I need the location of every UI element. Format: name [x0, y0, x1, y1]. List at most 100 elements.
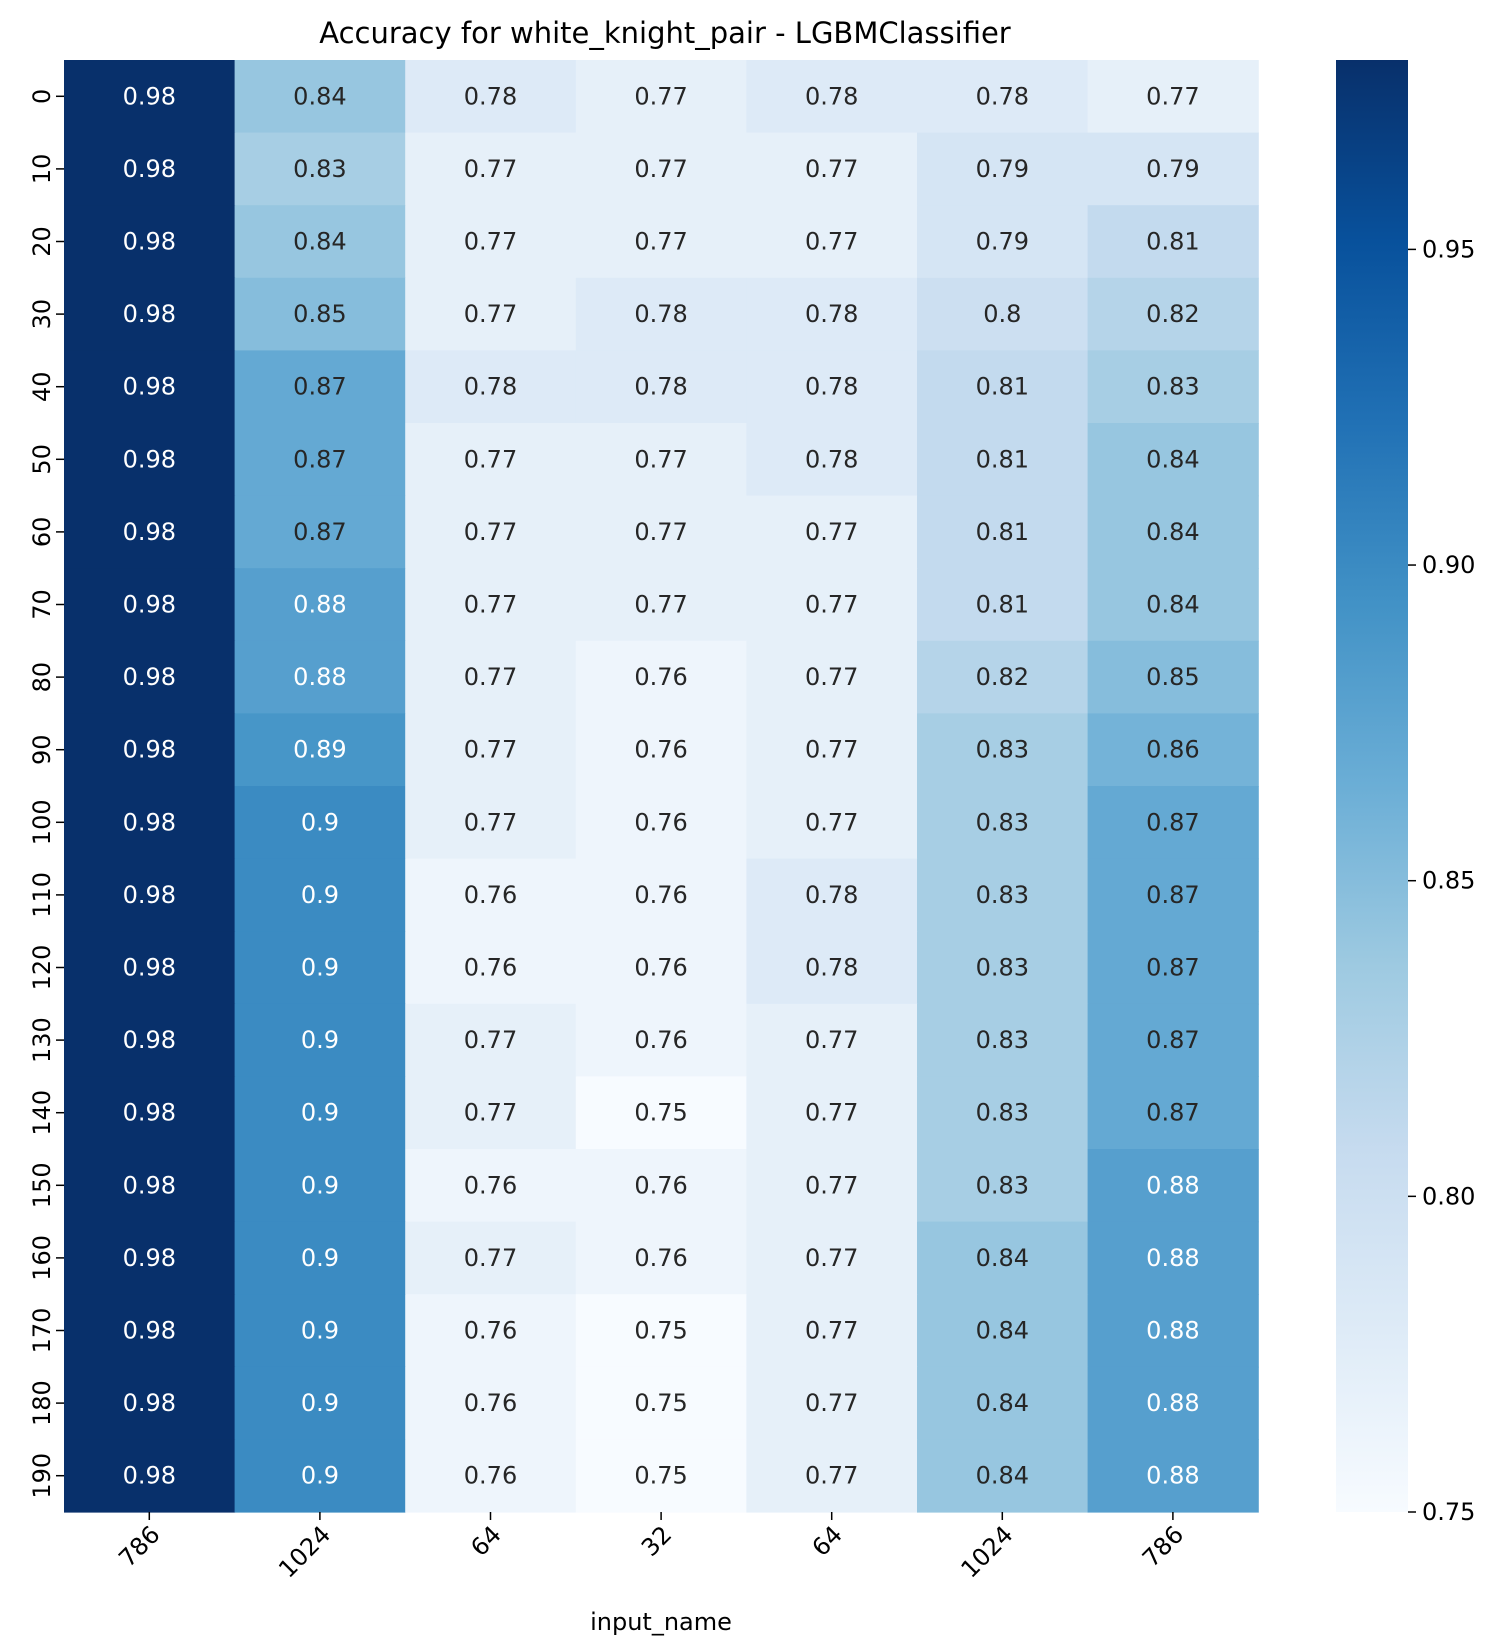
heatmap-cell [64, 640, 236, 714]
cell-value-label: 0.98 [123, 1026, 176, 1054]
cell-value-label: 0.84 [293, 228, 346, 256]
cell-value-label: 0.9 [301, 1317, 339, 1345]
heatmap-cell [746, 713, 918, 787]
heatmap-cell [575, 931, 747, 1005]
cell-value-label: 0.87 [1146, 1026, 1199, 1054]
cell-value-label: 0.75 [634, 1099, 687, 1127]
cell-value-label: 0.81 [976, 591, 1029, 619]
cell-value-label: 0.77 [805, 1099, 858, 1127]
cell-value-label: 0.98 [123, 155, 176, 183]
heatmap-cell [917, 1439, 1089, 1513]
cell-value-label: 0.98 [123, 1462, 176, 1490]
heatmap-cell [234, 931, 406, 1005]
colorbar-tick-label: 0.80 [1422, 1182, 1475, 1210]
heatmap-cell [575, 1076, 747, 1150]
cell-value-label: 0.82 [976, 663, 1029, 691]
x-tick-label: 32 [636, 1520, 677, 1561]
colorbar-ticks: 0.75 0.80 0.85 0.90 0.95 [1408, 235, 1475, 1526]
cell-value-label: 0.98 [123, 445, 176, 473]
heatmap-cell [234, 1366, 406, 1440]
cell-value-label: 0.9 [301, 1026, 339, 1054]
heatmap-cell [575, 205, 747, 279]
cell-value-label: 0.81 [976, 445, 1029, 473]
cell-value-label: 0.77 [634, 445, 687, 473]
cell-value-label: 0.77 [464, 736, 517, 764]
heatmap-cell [405, 132, 577, 206]
heatmap-cell [917, 1294, 1089, 1368]
cell-value-label: 0.9 [301, 1462, 339, 1490]
cell-value-label: 0.98 [123, 591, 176, 619]
heatmap-cell [917, 786, 1089, 860]
cell-value-label: 0.83 [1146, 373, 1199, 401]
heatmap-cell [405, 1439, 577, 1513]
cell-value-label: 0.9 [301, 1244, 339, 1272]
cell-value-label: 0.77 [464, 228, 517, 256]
cell-value-label: 0.75 [634, 1389, 687, 1417]
heatmap-cell [405, 786, 577, 860]
heatmap-cell [1087, 1294, 1259, 1368]
cell-value-label: 0.78 [634, 300, 687, 328]
cell-value-label: 0.87 [293, 445, 346, 473]
y-tick-label: 190 [28, 1453, 56, 1499]
cell-value-label: 0.84 [976, 1317, 1029, 1345]
heatmap-cell [575, 568, 747, 642]
heatmap-cell [1087, 931, 1259, 1005]
cell-value-label: 0.88 [1146, 1171, 1199, 1199]
y-tick-label: 30 [28, 299, 56, 330]
cell-value-label: 0.98 [123, 228, 176, 256]
heatmap-cell [917, 205, 1089, 279]
y-tick-label: 0 [28, 89, 56, 104]
heatmap-cell [64, 60, 236, 134]
heatmap-cell [1087, 713, 1259, 787]
heatmap-cell [746, 132, 918, 206]
heatmap-cell [405, 1149, 577, 1223]
cell-value-label: 0.84 [1146, 445, 1199, 473]
heatmap-cell [1087, 60, 1259, 134]
heatmap-cell [64, 931, 236, 1005]
cell-value-label: 0.98 [123, 1171, 176, 1199]
cell-value-label: 0.84 [976, 1389, 1029, 1417]
heatmap-cell [575, 1221, 747, 1295]
heatmap-cell [405, 1366, 577, 1440]
heatmap-cell [405, 713, 577, 787]
chart-title: Accuracy for white_knight_pair - LGBMCla… [319, 16, 1011, 50]
x-tick-label: 786 [1137, 1520, 1189, 1572]
heatmap-cell [234, 60, 406, 134]
heatmap-cell [64, 1294, 236, 1368]
cell-value-label: 0.98 [123, 881, 176, 909]
cell-value-label: 0.78 [464, 82, 517, 110]
heatmap-cell [64, 350, 236, 424]
heatmap-cell [746, 1439, 918, 1513]
cell-value-label: 0.81 [976, 373, 1029, 401]
cell-value-label: 0.84 [976, 1244, 1029, 1272]
heatmap-cell [405, 1221, 577, 1295]
heatmap-cell [575, 132, 747, 206]
cell-value-label: 0.76 [634, 954, 687, 982]
heatmap-cell [234, 132, 406, 206]
heatmap-cell [575, 713, 747, 787]
y-tick-label: 90 [28, 734, 56, 765]
heatmap-cell [575, 350, 747, 424]
x-tick-label: 786 [113, 1520, 165, 1572]
heatmap-cell [234, 205, 406, 279]
y-tick-label: 70 [28, 589, 56, 620]
cell-value-label: 0.79 [976, 155, 1029, 183]
cell-value-label: 0.77 [805, 1389, 858, 1417]
cell-value-label: 0.87 [293, 518, 346, 546]
cell-value-label: 0.77 [805, 518, 858, 546]
cell-value-label: 0.89 [293, 736, 346, 764]
cell-value-label: 0.78 [805, 300, 858, 328]
heatmap-cell [746, 858, 918, 932]
cell-value-label: 0.77 [805, 1026, 858, 1054]
cell-value-label: 0.77 [805, 1244, 858, 1272]
heatmap-cell [917, 858, 1089, 932]
heatmap-cell [405, 931, 577, 1005]
cell-value-label: 0.9 [301, 1099, 339, 1127]
cell-value-label: 0.76 [464, 881, 517, 909]
heatmap-cell [746, 1294, 918, 1368]
heatmap-cell [917, 350, 1089, 424]
heatmap-cell [1087, 1149, 1259, 1223]
cell-value-label: 0.77 [464, 155, 517, 183]
cell-value-label: 0.82 [1146, 300, 1199, 328]
